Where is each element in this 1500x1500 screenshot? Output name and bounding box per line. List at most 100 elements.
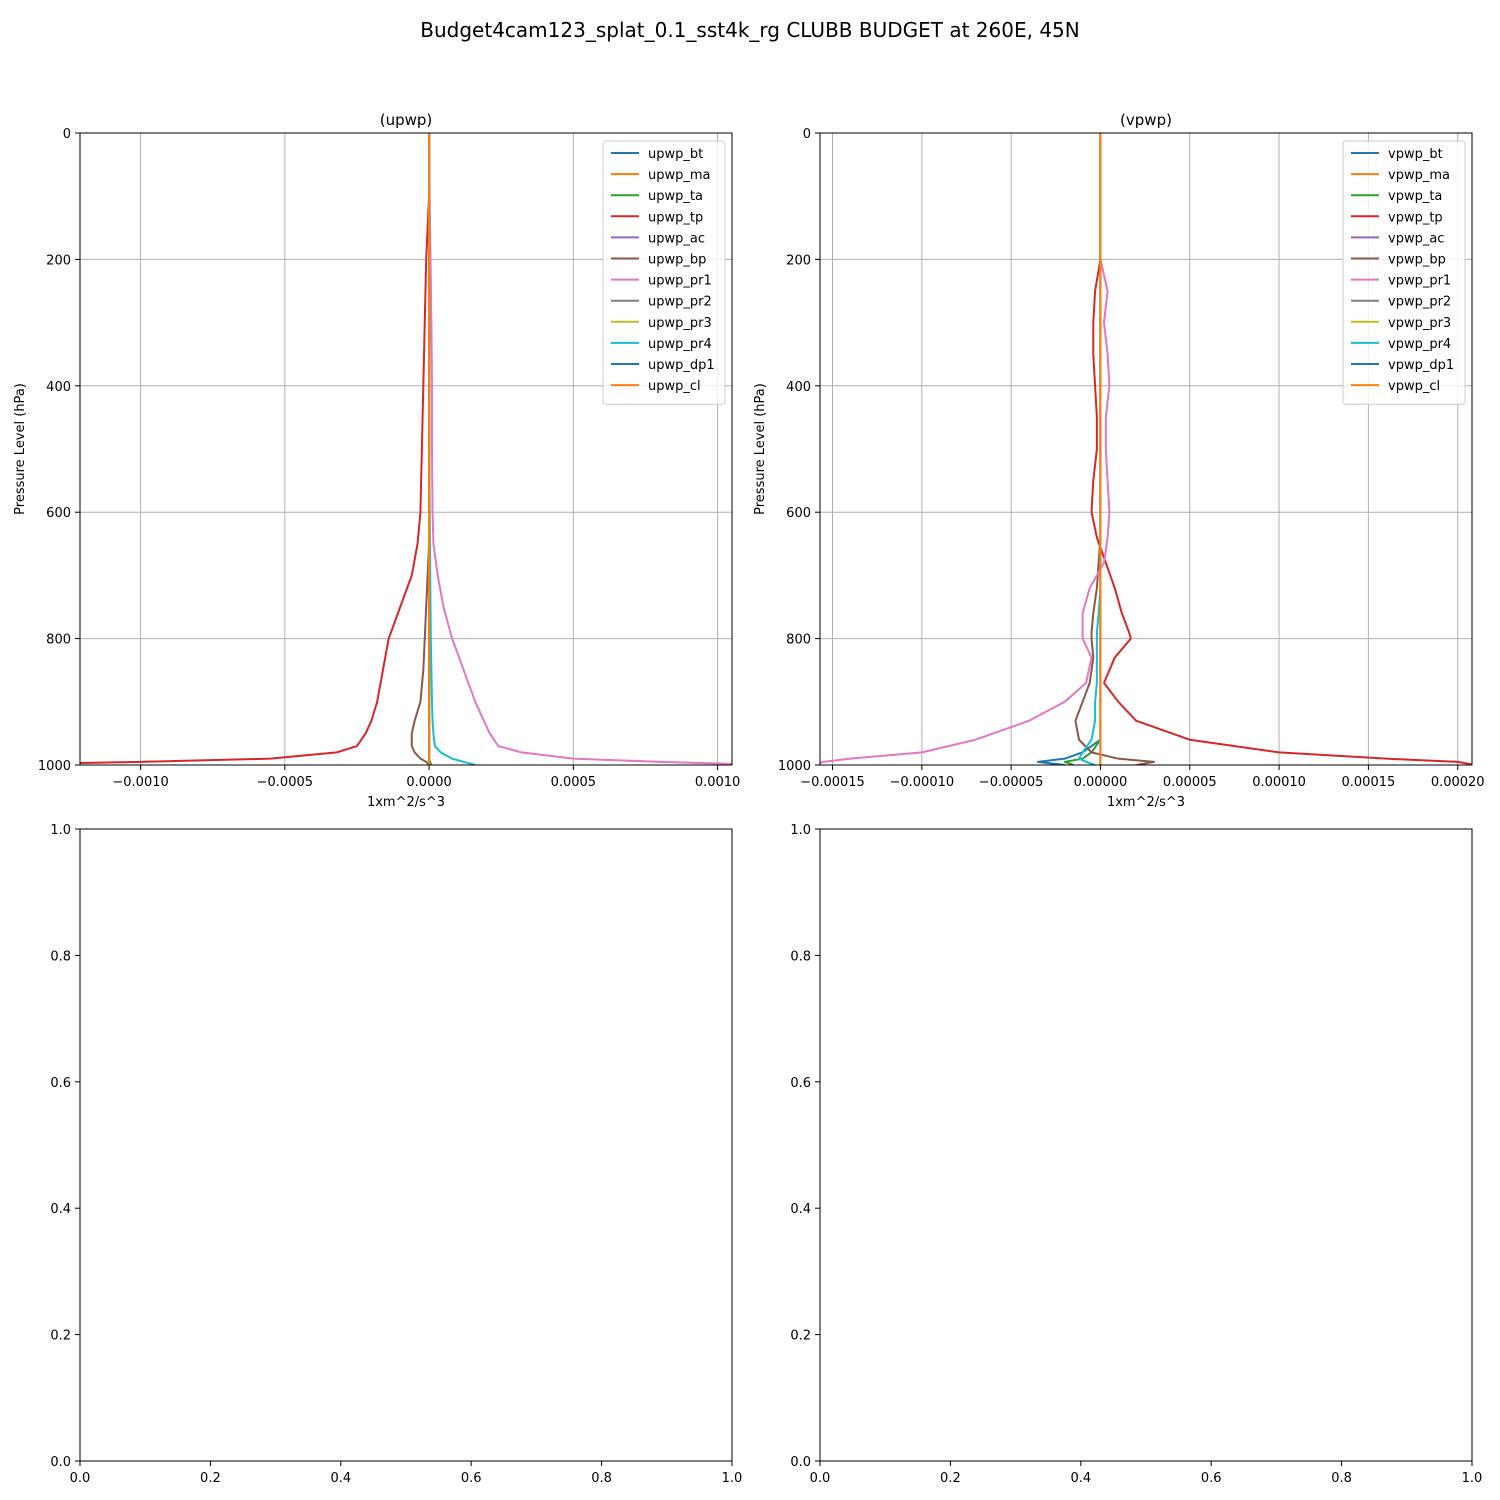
x-tick-label: 0.6	[461, 1471, 482, 1486]
x-tick-label: 0.0010	[695, 775, 741, 790]
legend-label: upwp_pr1	[648, 274, 712, 289]
y-tick-label: 0.4	[790, 1202, 811, 1217]
x-tick-label: −0.0005	[257, 775, 313, 790]
y-tick-label: 0.0	[50, 1455, 71, 1470]
y-tick-label: 800	[46, 633, 71, 648]
y-tick-label: 600	[786, 506, 811, 521]
legend-label: vpwp_bp	[1388, 253, 1446, 268]
x-tick-label: 0.00005	[1163, 775, 1217, 790]
x-tick-label: −0.00010	[889, 775, 954, 790]
x-tick-label: 0.4	[330, 1471, 351, 1486]
y-tick-label: 0.4	[50, 1202, 71, 1217]
legend-box	[1342, 140, 1466, 405]
subplot-title: (upwp)	[380, 111, 433, 129]
legend-label: upwp_cl	[648, 379, 701, 394]
y-axis-label: Pressure Level (hPa)	[13, 383, 28, 515]
legend-label: upwp_pr3	[648, 316, 712, 331]
legend-label: upwp_tp	[648, 210, 703, 225]
series-line-vpwp_pr1	[820, 133, 1111, 765]
y-tick-label: 600	[46, 506, 71, 521]
x-tick-label: 0.6	[1201, 1471, 1222, 1486]
y-axis-label: Pressure Level (hPa)	[753, 383, 768, 515]
legend-label: vpwp_ta	[1388, 189, 1442, 204]
y-tick-label: 0.8	[790, 949, 811, 964]
legend-label: upwp_ac	[648, 231, 705, 246]
y-tick-label: 0.2	[50, 1329, 71, 1344]
x-tick-label: 0.0	[70, 1471, 91, 1486]
y-tick-label: 200	[46, 253, 71, 268]
axes-frame	[819, 132, 1473, 766]
y-tick-label: 1.0	[50, 823, 71, 838]
x-tick-label: 0.0	[810, 1471, 831, 1486]
y-tick-label: 0	[63, 127, 71, 142]
legend-label: vpwp_dp1	[1388, 358, 1454, 373]
x-tick-label: 0.0005	[551, 775, 597, 790]
x-tick-label: 0.2	[940, 1471, 961, 1486]
series-group	[80, 133, 732, 765]
legend: vpwp_bt vpwp_ma vpwp_ta vpwp_tp vpwp_ac vpwp_…	[1342, 140, 1466, 405]
x-tick-label: 0.8	[1331, 1471, 1352, 1486]
y-tick-label: 0.6	[50, 1076, 71, 1091]
axes-frame	[79, 828, 733, 1462]
x-tick-label: 1.0	[722, 1471, 743, 1486]
series-line-vpwp_tp	[1090, 133, 1472, 765]
legend-label: vpwp_pr3	[1388, 316, 1451, 331]
axes-frame	[819, 828, 1473, 1462]
y-tick-label: 1.0	[790, 823, 811, 838]
series-group	[820, 133, 1472, 765]
legend-label: vpwp_bt	[1388, 147, 1443, 162]
legend-label: upwp_dp1	[648, 358, 715, 373]
y-tick-label: 0.6	[790, 1076, 811, 1091]
y-tick-label: 0	[803, 127, 811, 142]
x-tick-label: 0.00000	[1074, 775, 1128, 790]
x-tick-label: 0.0000	[406, 775, 452, 790]
y-tick-label: 0.0	[790, 1455, 811, 1470]
x-tick-label: 0.00020	[1431, 775, 1485, 790]
legend-label: vpwp_ma	[1388, 168, 1450, 183]
legend-box	[602, 140, 726, 405]
legend-label: upwp_pr2	[648, 295, 712, 310]
y-tick-label: 1000	[38, 759, 71, 774]
subplot-1: −0.0010 −0.0005 0.0000 0.0005 0.0010 0 200 400 6…	[13, 111, 741, 810]
y-tick-label: 0.2	[790, 1329, 811, 1344]
legend-label: upwp_pr4	[648, 337, 712, 352]
legend-label: upwp_ta	[648, 189, 703, 204]
legend-label: vpwp_cl	[1388, 379, 1440, 394]
subplot-4: 0.0 0.2 0.4 0.6 0.8 1.0 0.0 0.2 0.4 0.6 0.8 1.0	[790, 823, 1482, 1486]
series-line-upwp_bp	[410, 133, 431, 765]
legend-label: vpwp_ac	[1388, 231, 1444, 246]
legend-label: upwp_bp	[648, 253, 706, 268]
legend-label: vpwp_pr1	[1388, 274, 1451, 289]
series-line-vpwp_ta	[1063, 133, 1102, 765]
x-tick-label: 0.00010	[1252, 775, 1306, 790]
x-tick-label: 0.4	[1070, 1471, 1091, 1486]
subplot-title: (vpwp)	[1120, 111, 1172, 129]
x-tick-label: 0.2	[200, 1471, 221, 1486]
y-tick-label: 0.8	[50, 949, 71, 964]
y-tick-label: 1000	[778, 759, 811, 774]
legend-label: upwp_ma	[648, 168, 711, 183]
y-tick-label: 400	[46, 380, 71, 395]
x-tick-label: −0.00005	[979, 775, 1044, 790]
series-line-upwp_pr4	[428, 133, 476, 765]
series-line-vpwp_bp	[1074, 133, 1156, 765]
legend-label: vpwp_tp	[1388, 210, 1443, 225]
x-axis-label: 1xm^2/s^3	[1107, 795, 1185, 810]
figure-suptitle: Budget4cam123_splat_0.1_sst4k_rg CLUBB B…	[420, 18, 1079, 42]
subplot-panels: −0.0010 −0.0005 0.0000 0.0005 0.0010 0 200 400 6…	[13, 111, 1485, 1486]
x-axis-label: 1xm^2/s^3	[367, 795, 445, 810]
y-tick-label: 800	[786, 633, 811, 648]
legend: upwp_bt upwp_ma upwp_ta upwp_tp upwp_ac upwp_…	[602, 140, 726, 405]
x-tick-label: 1.0	[1462, 1471, 1483, 1486]
series-line-upwp_pr1	[428, 133, 732, 765]
legend-label: upwp_bt	[648, 147, 703, 162]
x-tick-label: −0.00015	[800, 775, 865, 790]
subplot-2: −0.00015 −0.00010 −0.00005 0.00000 0.00005 0.…	[753, 111, 1485, 810]
y-tick-label: 200	[786, 253, 811, 268]
legend-label: vpwp_pr4	[1388, 337, 1451, 352]
x-tick-label: 0.8	[591, 1471, 612, 1486]
subplot-3: 0.0 0.2 0.4 0.6 0.8 1.0 0.0 0.2 0.4 0.6 0.8 1.0	[50, 823, 742, 1486]
axes-frame	[79, 132, 733, 766]
y-tick-label: 400	[786, 380, 811, 395]
